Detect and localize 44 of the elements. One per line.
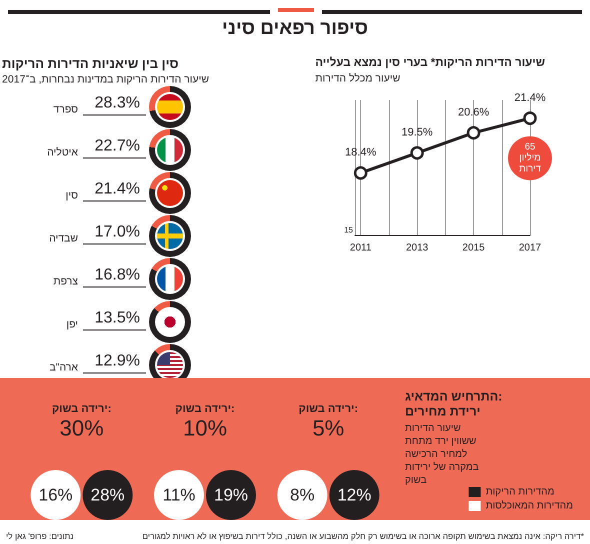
data-label: 16% — [38, 486, 73, 504]
category-label: שבדיה — [49, 232, 78, 244]
category-label: סין — [66, 190, 78, 202]
legend-label: מהדירות הריקות — [486, 486, 555, 498]
point — [523, 111, 537, 125]
data-label: 21.4% — [94, 180, 140, 198]
x-tick-label: 2013 — [406, 242, 429, 254]
data-label: 12.9% — [94, 352, 140, 370]
text: סיפור רפאים סיני — [221, 18, 369, 40]
chart-subtitle: שיעור מכלל הדירות — [315, 72, 401, 84]
data-label: 17.0% — [94, 224, 140, 240]
data-label: 11% — [162, 486, 196, 504]
data-label: 19% — [214, 486, 248, 504]
text: התרחיש המדאיג: ירידת מחירים — [405, 390, 506, 418]
category-label: צרפת — [53, 276, 78, 288]
x-tick-label: 2011 — [350, 242, 372, 254]
category-label: ספרד — [53, 104, 78, 116]
data-label: 13.5% — [94, 310, 140, 326]
text: *דירה ריקה: אינה נמצאת בשימוש תקופה ארוכה או בשימוש רק חלק מהשבוע או השנה, כולל דירות בשיפוץ או לא ראויות למגורים — [142, 531, 584, 541]
category-label: איטליה — [47, 146, 78, 158]
data-label: 21.4% — [514, 92, 546, 104]
data-label: 12% — [337, 486, 372, 504]
data-label: 22.7% — [94, 138, 140, 154]
text: 15 — [344, 226, 354, 234]
text: נתונים: פרופ' גאן לי — [6, 531, 74, 541]
text: סין בין שיאניות הדירות הריקות — [2, 56, 179, 71]
point — [410, 146, 424, 160]
data-label: 28% — [90, 486, 125, 504]
category-label: יפן — [66, 318, 78, 330]
data-label: 8% — [290, 486, 315, 504]
point — [466, 126, 480, 140]
data-label: 18.4% — [345, 146, 376, 159]
data-label: 28.3% — [94, 94, 140, 112]
chart-title: שיעור הדירות הריקות* בערי סין נמצא בעלייה — [315, 56, 546, 69]
text: שיעור הדירות ששווין ירד מתחת למחיר הרכישה במקרה של ירידות בשוק — [405, 423, 482, 486]
legend-label: מהדירות המאוכלסות — [486, 500, 574, 512]
text: שיעור הדירות הריקות במדינות נבחרות, ב־2017 — [2, 74, 210, 86]
point — [354, 166, 368, 180]
category-label: ארה"ב — [49, 362, 78, 374]
data-label: 19.5% — [401, 126, 433, 139]
data-label: 16.8% — [94, 266, 140, 284]
data-label: 20.6% — [458, 106, 490, 119]
x-tick-label: 2017 — [518, 242, 542, 254]
x-tick-label: 2015 — [462, 242, 486, 254]
